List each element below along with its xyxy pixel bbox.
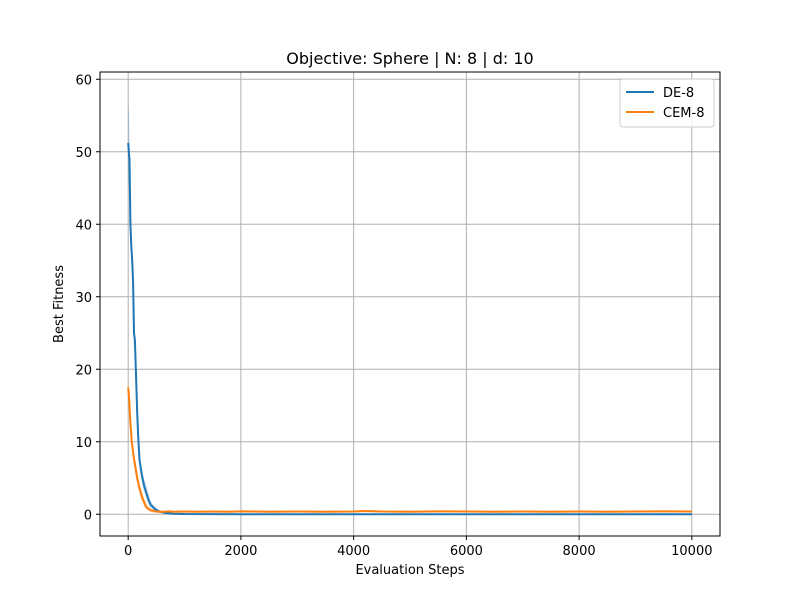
grid <box>100 72 720 536</box>
y-tick-label: 50 <box>75 146 92 161</box>
chart-title: Objective: Sphere | N: 8 | d: 10 <box>286 49 533 68</box>
x-tick-label: 0 <box>124 544 132 559</box>
y-axis-label: Best Fitness <box>52 265 67 343</box>
legend: DE-8 CEM-8 <box>619 78 715 128</box>
plot-frame <box>99 71 721 537</box>
x-tick-label: 6000 <box>450 544 483 559</box>
legend-label-1: DE-8 <box>663 86 694 101</box>
series-line-2 <box>127 387 692 513</box>
x-axis-label: Evaluation Steps <box>355 563 464 578</box>
y-tick-label: 30 <box>75 291 92 306</box>
legend-label-2: CEM-8 <box>663 106 704 121</box>
series-line-1 <box>127 142 692 516</box>
y-tick-label: 20 <box>75 363 92 378</box>
x-tick-label: 8000 <box>563 544 596 559</box>
y-axis-ticks: 0 10 20 30 40 50 60 <box>75 73 100 523</box>
x-axis-ticks: 0 2000 4000 6000 8000 10000 <box>124 536 712 559</box>
series-lines <box>127 142 692 516</box>
y-tick-label: 0 <box>84 508 92 523</box>
x-tick-label: 2000 <box>224 544 257 559</box>
y-tick-label: 40 <box>75 218 92 233</box>
x-tick-label: 10000 <box>671 544 712 559</box>
y-tick-label: 60 <box>75 73 92 88</box>
x-tick-label: 4000 <box>337 544 370 559</box>
y-tick-label: 10 <box>75 436 92 451</box>
